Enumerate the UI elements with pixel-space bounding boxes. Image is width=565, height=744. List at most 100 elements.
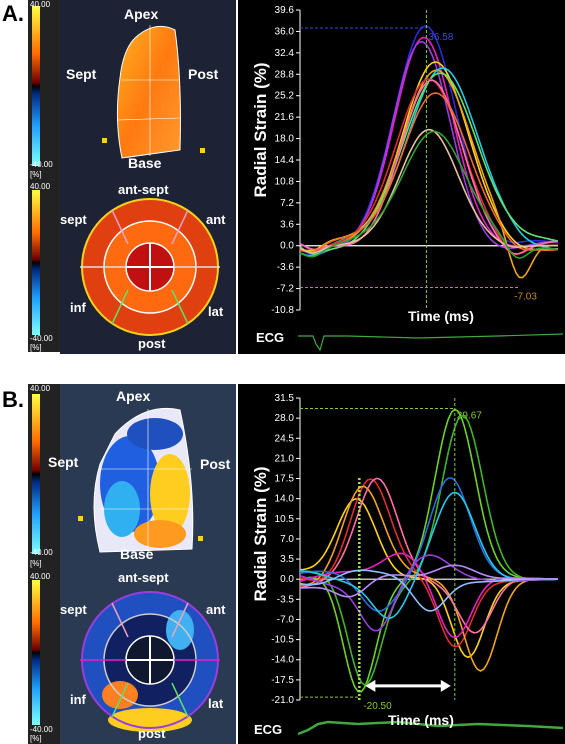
y-tick-label: 7.0 bbox=[280, 534, 294, 545]
y-tick-label: -7.0 bbox=[277, 614, 295, 625]
label-base-a: Base bbox=[128, 155, 162, 171]
label-ant-sept-a: ant-sept bbox=[118, 182, 169, 197]
ecg-trace-a bbox=[298, 333, 564, 352]
short-axis-view-b: ant-sept sept ant inf lat post bbox=[60, 570, 236, 744]
y-tick-label: 7.2 bbox=[280, 198, 294, 209]
y-tick-label: 14.0 bbox=[275, 494, 295, 505]
y-tick-label: 28.8 bbox=[275, 69, 295, 80]
panel-b-label: B. bbox=[2, 387, 24, 412]
colorbar-b-top: 40.00 -40.00 [%] bbox=[28, 384, 60, 570]
series-line bbox=[299, 78, 558, 256]
y-tick-label: 0.0 bbox=[280, 574, 294, 585]
series-line bbox=[299, 564, 559, 598]
colorbar-b-bottom-unit: [%] bbox=[30, 734, 42, 743]
y-tick-label: 36.0 bbox=[275, 26, 295, 37]
ecg-label-a: ECG bbox=[256, 330, 285, 345]
y-tick-label: 14.4 bbox=[275, 155, 295, 166]
label-inf-b: inf bbox=[70, 692, 86, 707]
strain-chart-b: 31.5 28.0 24.5 21.0 17.5 14.0 10.5 7.0 3.5 0.0 -3.… bbox=[238, 384, 565, 744]
annotation-trough-a: -7.03 bbox=[514, 292, 537, 303]
label-sept-sa-a: sept bbox=[60, 212, 87, 227]
ylabel-a: Radial Strain (%) bbox=[251, 62, 270, 198]
y-tick-label: 24.5 bbox=[275, 433, 295, 444]
colorbar-b-top-max: 40.00 bbox=[30, 384, 51, 393]
series-line bbox=[299, 79, 559, 255]
series-line bbox=[299, 569, 559, 612]
y-tick-label: 3.5 bbox=[280, 554, 294, 565]
series-line bbox=[299, 61, 559, 252]
colorbar-b-bottom-min: -40.00 bbox=[30, 725, 53, 734]
y-tick-label: 21.0 bbox=[275, 453, 295, 464]
xlabel-a: Time (ms) bbox=[408, 308, 474, 324]
colorbar-b-top-min: -40.00 bbox=[30, 548, 53, 557]
colorbar-b-top-unit: [%] bbox=[30, 559, 42, 568]
label-sept-a: Sept bbox=[66, 66, 97, 82]
short-axis-view-a: ant-sept sept ant inf lat post bbox=[60, 182, 236, 354]
series-line bbox=[299, 485, 559, 672]
label-post-a: Post bbox=[188, 66, 219, 82]
colorbar-a-bottom-unit: [%] bbox=[30, 343, 42, 352]
colorbar-a-top-unit: [%] bbox=[30, 170, 42, 179]
series-line bbox=[299, 92, 559, 254]
colorbar-b-bottom-max: 40.00 bbox=[30, 572, 51, 581]
label-ant-sept-b: ant-sept bbox=[118, 570, 169, 585]
series-line bbox=[299, 69, 558, 279]
colorbar-a-bottom-min: -40.00 bbox=[30, 334, 53, 343]
y-tick-label: 17.5 bbox=[275, 474, 295, 485]
label-lat-b: lat bbox=[208, 696, 224, 711]
y-tick-label: 32.4 bbox=[275, 48, 295, 59]
y-tick-label: -7.2 bbox=[277, 284, 295, 295]
panel-a-label: A. bbox=[2, 1, 24, 26]
y-tick-label: 10.5 bbox=[275, 514, 295, 525]
y-tick-label: 28.0 bbox=[275, 413, 295, 424]
colorbar-a-bottom: 40.00 -40.00 [%] bbox=[28, 180, 60, 352]
y-tick-label: -3.5 bbox=[277, 594, 295, 605]
y-tick-label: -14.0 bbox=[271, 655, 294, 666]
y-tick-label: 31.5 bbox=[275, 393, 295, 404]
ecg-label-b: ECG bbox=[254, 722, 283, 737]
label-sept-b: Sept bbox=[48, 454, 79, 470]
label-ant-b: ant bbox=[206, 602, 226, 617]
annotation-trough-b: -20.50 bbox=[363, 701, 392, 712]
series-line bbox=[299, 130, 559, 259]
myocardium-a-long bbox=[116, 25, 181, 159]
label-ant-a: ant bbox=[206, 212, 226, 227]
colorbar-a-top-max: 40.00 bbox=[30, 0, 51, 9]
label-apex-a: Apex bbox=[124, 6, 159, 22]
colorbar-a-top-min: -40.00 bbox=[30, 160, 53, 169]
y-tick-label: 25.2 bbox=[275, 91, 295, 102]
colorbar-b-bottom: 40.00 -40.00 [%] bbox=[28, 570, 60, 744]
ylabel-b: Radial Strain (%) bbox=[251, 466, 270, 602]
y-tick-label: -3.6 bbox=[277, 262, 295, 273]
xlabel-b: Time (ms) bbox=[388, 712, 454, 728]
series-line bbox=[299, 25, 559, 257]
strain-chart-a: 39.6 36.0 32.4 28.8 25.2 21.6 18.0 14.4 10.8 7.2 3… bbox=[238, 0, 565, 354]
series-line bbox=[299, 72, 559, 255]
label-post-sa-b: post bbox=[138, 726, 166, 741]
label-lat-a: lat bbox=[208, 304, 224, 319]
series-line bbox=[299, 40, 559, 252]
y-tick-label: 3.6 bbox=[280, 219, 294, 230]
y-tick-label: -10.8 bbox=[271, 305, 294, 316]
y-tick-label: 39.6 bbox=[275, 5, 295, 16]
y-tick-label: -17.5 bbox=[271, 675, 294, 686]
delay-arrow-left-head bbox=[365, 679, 376, 692]
y-tick-label: 10.8 bbox=[275, 176, 295, 187]
long-axis-view-b: Apex Sept Post Base bbox=[48, 384, 236, 570]
ecg-trace-b bbox=[297, 720, 564, 736]
annotation-peak-a: 36.58 bbox=[428, 32, 453, 43]
colorbar-a-bottom-max: 40.00 bbox=[30, 182, 51, 191]
label-sept-sa-b: sept bbox=[60, 602, 87, 617]
strain-chart-a-svg: 39.6 36.0 32.4 28.8 25.2 21.6 18.0 14.4 10.8 7.2 3… bbox=[271, 5, 564, 352]
y-tick-label: 18.0 bbox=[275, 134, 295, 145]
label-base-b: Base bbox=[120, 546, 154, 562]
delay-arrow-right-head bbox=[440, 679, 451, 692]
colorbar-a-top: 40.00 -40.00 [%] bbox=[28, 0, 60, 180]
label-inf-a: inf bbox=[70, 300, 86, 315]
series-line bbox=[299, 414, 559, 686]
label-apex-b: Apex bbox=[116, 388, 151, 404]
y-tick-label: 0.0 bbox=[280, 241, 294, 252]
strain-chart-b-svg: 31.5 28.0 24.5 21.0 17.5 14.0 10.5 7.0 3.5 0.0 -3.… bbox=[271, 393, 564, 736]
label-post-sa-a: post bbox=[138, 336, 166, 351]
annotation-peak-b: 29.67 bbox=[457, 411, 482, 422]
